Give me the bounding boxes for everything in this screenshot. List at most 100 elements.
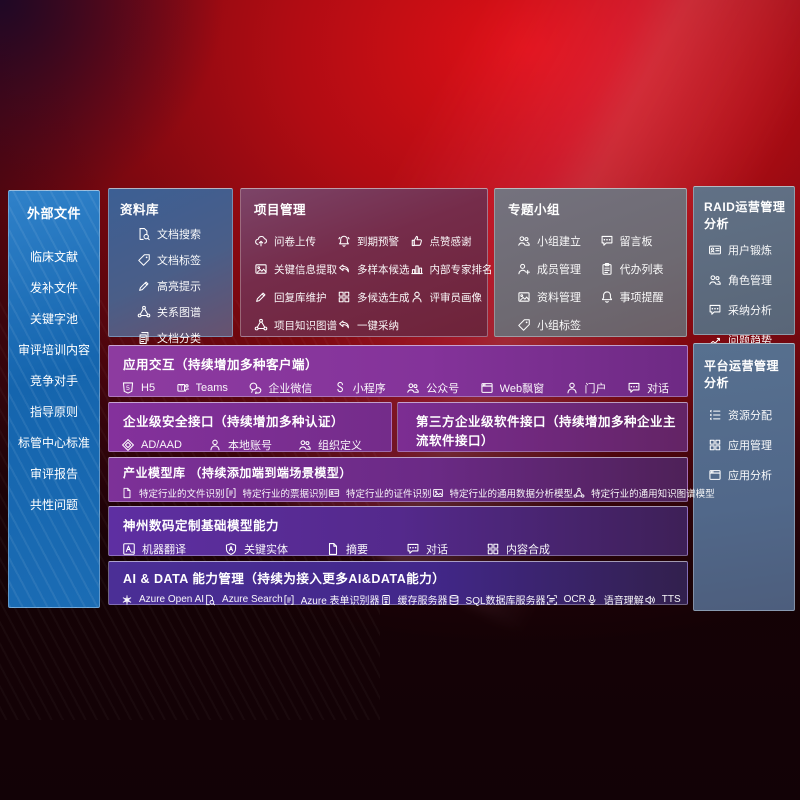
feature-item: 项目知识图谱 [254, 311, 337, 339]
roles-icon [708, 273, 722, 287]
feature-label: 多候选生成 [357, 291, 410, 304]
feature-label: 关键实体 [244, 544, 288, 556]
panel-thirdparty-interfaces: 第三方企业级软件接口（持续增加多种企业主流软件接口） API自动化设计器 [397, 402, 688, 471]
feature-item: 一键采纳 [337, 311, 410, 339]
feature-item: 语音理解 [586, 592, 644, 607]
feature-item: 摘要 [326, 541, 368, 557]
knowledge-graph-icon [137, 305, 151, 319]
feature-item: 多样本候选 [337, 255, 410, 283]
feature-item: 评审员画像 [410, 283, 493, 311]
feature-label: 用户锻炼 [728, 245, 772, 257]
panel-app-interaction: 应用交互（持续增加多种客户端） H5 Teams 企业微信 小程序 公众号 We… [108, 345, 688, 397]
feature-label: 小程序 [352, 383, 386, 395]
form-recognizer-icon [283, 594, 295, 606]
openai-icon [121, 594, 133, 606]
panel-special-groups: 专题小组 小组建立 成员管理 资料管理 小组标签 留言板 代办列表 事项提醒 [494, 188, 687, 337]
feature-item: 资源分配 [708, 407, 794, 423]
feature-item: 关键实体 [224, 541, 288, 557]
feature-item: 成员管理 [517, 255, 600, 283]
feature-item: 缓存服务器 [380, 592, 448, 607]
alarm-icon [337, 234, 351, 248]
feature-item: 留言板 [600, 227, 683, 255]
feature-label: TTS [661, 594, 681, 605]
dialog-icon [406, 542, 420, 556]
feature-item: 资料管理 [517, 283, 600, 311]
panel-library-title: 资料库 [120, 203, 160, 217]
feature-item: Azure Open AI [121, 594, 204, 606]
feature-label: H5 [141, 382, 156, 394]
feature-item: 特定行业的通用数据分析模型 [432, 486, 573, 500]
feature-label: SQL数据库服务器 [465, 596, 546, 607]
feature-item: 问卷上传 [254, 227, 337, 255]
feature-label: 代办列表 [619, 264, 664, 276]
feature-label: 组织定义 [317, 440, 362, 452]
entity-shield-icon [224, 542, 238, 556]
panel-external-files: 外部文件 临床文献 发补文件 关键字池 审评培训内容 竞争对手 指导原则 标管中… [8, 190, 100, 608]
feature-item: 企业微信 [248, 380, 312, 396]
list-item: 发补文件 [29, 281, 78, 295]
sql-database-icon [448, 594, 460, 606]
list-item: 指导原则 [29, 405, 78, 419]
ranking-icon [410, 262, 424, 276]
feature-item: 特定行业的证件识别 [328, 486, 432, 500]
list-item: 关键字池 [29, 312, 78, 326]
feature-item: 门户 [565, 380, 607, 396]
speech-icon [586, 594, 598, 606]
panel-project-management: 项目管理 问卷上传 关键信息提取 回复库维护 项目知识图谱 到期预警 多样本候选… [240, 188, 493, 339]
feature-item: 到期预警 [337, 227, 410, 255]
feature-label: 资料管理 [537, 292, 581, 304]
feature-label: AD/AAD [141, 439, 182, 451]
panel-industry-models: 产业模型库 （持续添加端到端场景模型） 特定行业的文件识别 特定行业的票据识别 … [108, 457, 715, 502]
feature-label: 小组标签 [537, 320, 581, 332]
panel-project-title: 项目管理 [254, 203, 307, 217]
feature-item: 小组建立 [517, 227, 600, 255]
groups-feature-grid: 小组建立 成员管理 资料管理 小组标签 留言板 代办列表 事项提醒 [495, 227, 686, 339]
feature-item: 内部专家排名 [410, 255, 493, 283]
todo-list-icon [600, 262, 614, 276]
feature-item: 对话 [406, 541, 448, 557]
feature-item: 高亮提示 [137, 278, 232, 294]
feature-item: TTS [644, 594, 681, 606]
azure-search-icon [204, 594, 216, 606]
doc-category-icon [137, 331, 151, 345]
adopt-arrow-icon [337, 318, 351, 332]
org-people-icon [298, 438, 312, 452]
list-item: 竞争对手 [29, 374, 78, 388]
panel-library: 资料库 文档搜索 文档标签 高亮提示 关系图谱 文档分类 [108, 188, 233, 345]
feature-label: Teams [195, 382, 228, 394]
feature-label: 门户 [584, 383, 607, 395]
edit-pencil-icon [254, 290, 268, 304]
reply-arrow-icon [337, 262, 351, 276]
feature-item: Web飘窗 [480, 380, 544, 396]
cache-server-icon [380, 594, 392, 606]
panel-models-title: 产业模型库 （持续添加端到端场景模型） [123, 466, 352, 480]
feature-item: 点赞感谢 [410, 227, 493, 255]
team-icon [517, 234, 531, 248]
feature-label: Azure Search [222, 594, 283, 605]
feature-label: 到期预警 [357, 235, 399, 248]
feature-item: AD/AAD [121, 438, 182, 452]
panel-interaction-title: 应用交互（持续增加多种客户端） [123, 358, 319, 372]
feature-item: 关键信息提取 [254, 255, 337, 283]
feature-label: 对话 [646, 383, 669, 395]
panel-external-files-title: 外部文件 [26, 206, 81, 221]
feature-item: 特定行业的通用知识图谱模型 [573, 486, 715, 500]
feature-label: 文档分类 [157, 333, 201, 345]
feature-label: 应用管理 [728, 440, 772, 452]
feature-label: 文档搜索 [157, 229, 201, 241]
miniprogram-icon [333, 381, 347, 395]
tts-icon [644, 594, 656, 606]
h5-icon [121, 381, 135, 395]
teams-icon [176, 381, 190, 395]
feature-item: 内容合成 [486, 541, 550, 557]
receipt-icon [225, 487, 237, 499]
feature-label: 事项提醒 [619, 292, 664, 304]
feature-label: 应用分析 [728, 470, 772, 482]
panel-thirdparty-title: 第三方企业级软件接口（持续增加多种企业主流软件接口） [416, 415, 677, 448]
ocr-icon [546, 594, 558, 606]
feature-item: 文档标签 [137, 252, 232, 268]
feature-item: 机器翻译 [122, 541, 186, 557]
foundation-items: 机器翻译 关键实体 摘要 对话 内容合成 [109, 540, 687, 557]
app-analysis-icon [708, 468, 722, 482]
feature-label: Web飘窗 [499, 383, 545, 395]
